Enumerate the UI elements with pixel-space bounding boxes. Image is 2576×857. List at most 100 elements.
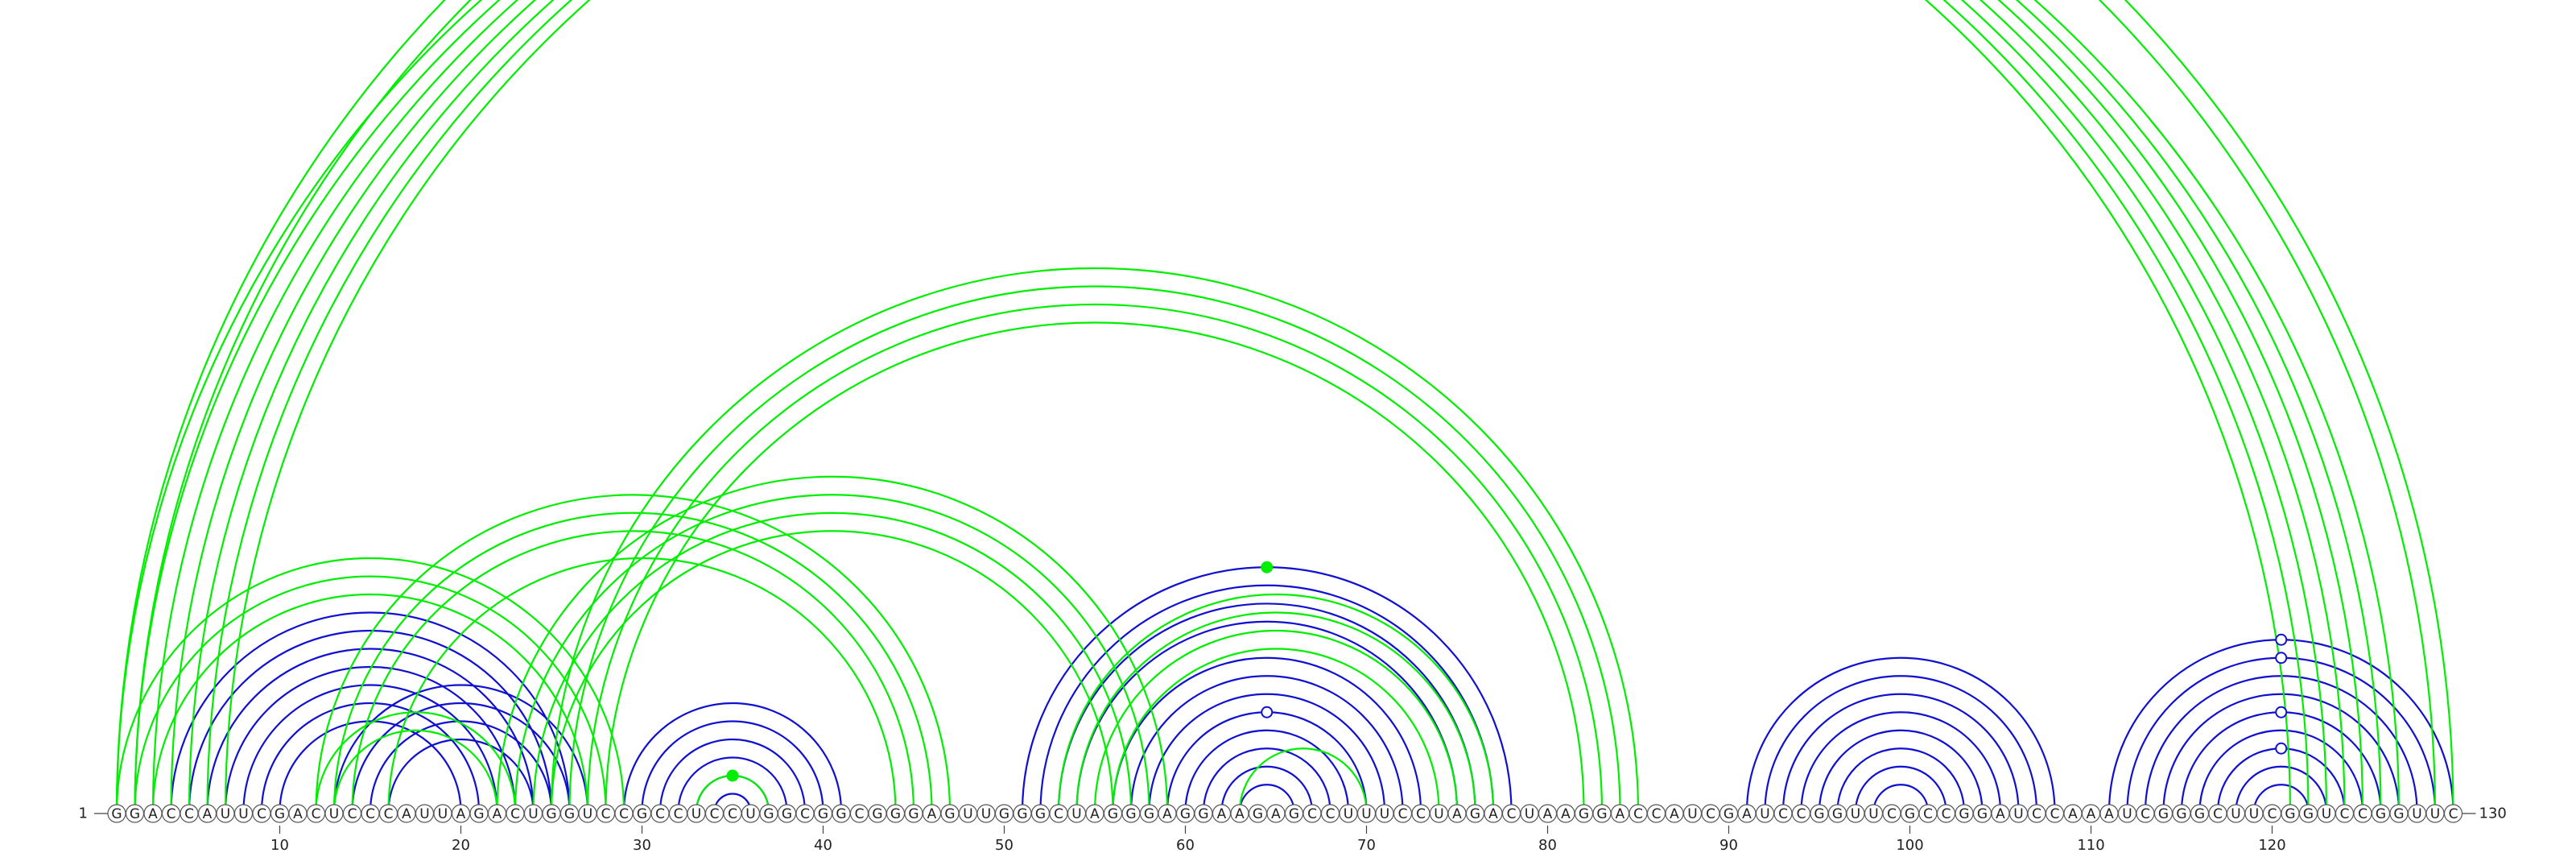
nucleotide-18: U <box>415 804 435 823</box>
nucleotide-8: U <box>233 804 254 823</box>
nucleotide-5: C <box>180 804 199 823</box>
base-pair-arc-1-29 <box>115 557 625 813</box>
sequence-end-label: 130 <box>2479 805 2507 822</box>
svg-text:G: G <box>1977 806 1988 822</box>
svg-text:C: C <box>365 806 375 822</box>
nucleotide-63: A <box>1230 804 1249 823</box>
svg-text:C: C <box>2268 806 2277 822</box>
svg-text:C: C <box>2140 806 2150 822</box>
nucleotide-57: G <box>1121 804 1141 823</box>
svg-text:C: C <box>1633 806 1643 822</box>
svg-text:C: C <box>619 806 629 822</box>
svg-text:C: C <box>1054 806 1063 822</box>
base-pair-arc-12-23 <box>315 711 517 813</box>
nucleotide-6: A <box>197 804 217 823</box>
svg-text:A: A <box>1452 806 1462 822</box>
svg-text:C: C <box>728 806 737 822</box>
svg-text:C: C <box>1778 806 1788 822</box>
nucleotide-72: C <box>1393 804 1413 823</box>
nucleotide-10: G <box>270 804 290 823</box>
arc-apex-marker <box>2275 706 2288 718</box>
base-pair-arc-95-104 <box>1818 729 1984 813</box>
nucleotide-113: C <box>2136 804 2155 823</box>
nucleotide-44: G <box>886 804 906 823</box>
nucleotide-60: G <box>1175 804 1195 823</box>
svg-text:U: U <box>583 806 592 822</box>
nucleotide-40: G <box>813 804 833 823</box>
base-pair-arc-27-83 <box>586 303 1604 813</box>
nucleotide-94: C <box>1791 804 1811 823</box>
nucleotide-41: G <box>832 804 851 823</box>
nucleotide-9: C <box>252 804 271 823</box>
svg-text:U: U <box>963 806 972 822</box>
svg-text:A: A <box>1488 806 1498 822</box>
nucleotide-33: U <box>687 804 706 823</box>
base-pair-arc-114-127 <box>2162 693 2401 813</box>
tick-label-110: 110 <box>2077 837 2104 854</box>
svg-text:G: G <box>1035 806 1046 822</box>
nucleotide-128: U <box>2407 804 2427 823</box>
svg-text:G: G <box>2158 806 2169 822</box>
base-pair-arc-2-129 <box>134 0 2437 813</box>
tick-label-90: 90 <box>1719 837 1738 854</box>
nucleotide-13: U <box>324 804 344 823</box>
tick-label-40: 40 <box>814 837 832 854</box>
svg-text:C: C <box>2213 806 2223 822</box>
base-pair-arc-7-23 <box>224 665 517 813</box>
tick-label-10: 10 <box>270 837 289 854</box>
base-pair-arc-94-105 <box>1800 711 2002 813</box>
nucleotide-25: G <box>542 804 561 823</box>
svg-text:G: G <box>473 806 484 822</box>
base-pair-arc-62-67 <box>1220 765 1314 813</box>
svg-text:G: G <box>818 806 828 822</box>
base-pair-arc-16-24 <box>387 738 535 813</box>
base-pair-arc-6-126 <box>206 0 2382 813</box>
base-pair-arc-5-125 <box>188 0 2364 813</box>
base-pair-arc-31-39 <box>658 738 807 813</box>
svg-text:G: G <box>1289 806 1299 822</box>
svg-text:C: C <box>384 806 394 822</box>
nucleotide-102: C <box>1936 804 1956 823</box>
nucleotide-116: G <box>2190 804 2210 823</box>
svg-text:G: G <box>1814 806 1824 822</box>
nucleotide-32: C <box>668 804 688 823</box>
base-pair-arc-53-76 <box>1057 602 1476 813</box>
svg-text:G: G <box>1125 806 1136 822</box>
nucleotide-120: C <box>2262 804 2282 823</box>
svg-text:C: C <box>2050 806 2060 822</box>
base-pair-arc-30-40 <box>641 720 824 813</box>
nucleotide-126: G <box>2371 804 2391 823</box>
svg-text:A: A <box>1616 806 1625 822</box>
nucleotide-74: U <box>1429 804 1449 823</box>
svg-text:C: C <box>1398 806 1408 822</box>
base-pair-arc-97-102 <box>1854 765 1947 813</box>
base-pair-arc-93-106 <box>1781 693 2020 813</box>
tick-label-20: 20 <box>452 837 470 854</box>
nucleotide-130: C <box>2443 804 2463 823</box>
svg-text:C: C <box>1416 806 1426 822</box>
nucleotide-68: C <box>1320 804 1340 823</box>
svg-text:C: C <box>2032 806 2041 822</box>
base-pair-arc-25-85 <box>550 267 1640 813</box>
nucleotide-24: U <box>523 804 543 823</box>
base-pair-arc-98-101 <box>1872 784 1930 813</box>
base-pair-arc-112-129 <box>2126 656 2437 813</box>
nucleotide-108: C <box>2045 804 2065 823</box>
svg-text:G: G <box>2176 806 2186 822</box>
svg-text:U: U <box>1361 806 1371 822</box>
svg-text:A: A <box>493 806 502 822</box>
nucleotide-38: G <box>777 804 797 823</box>
nucleotide-49: U <box>976 804 996 823</box>
nucleotide-71: U <box>1375 804 1394 823</box>
nucleotide-7: U <box>216 804 235 823</box>
nucleotide-123: U <box>2317 804 2336 823</box>
svg-text:C: C <box>1887 806 1897 822</box>
base-pair-arc-1-121 <box>115 0 2292 813</box>
nucleotide-86: C <box>1646 804 1666 823</box>
svg-text:G: G <box>275 806 285 822</box>
tick-label-70: 70 <box>1357 837 1376 854</box>
nucleotide-101: C <box>1918 804 1938 823</box>
nucleotide-104: G <box>1972 804 1992 823</box>
nucleotide-87: A <box>1665 804 1684 823</box>
